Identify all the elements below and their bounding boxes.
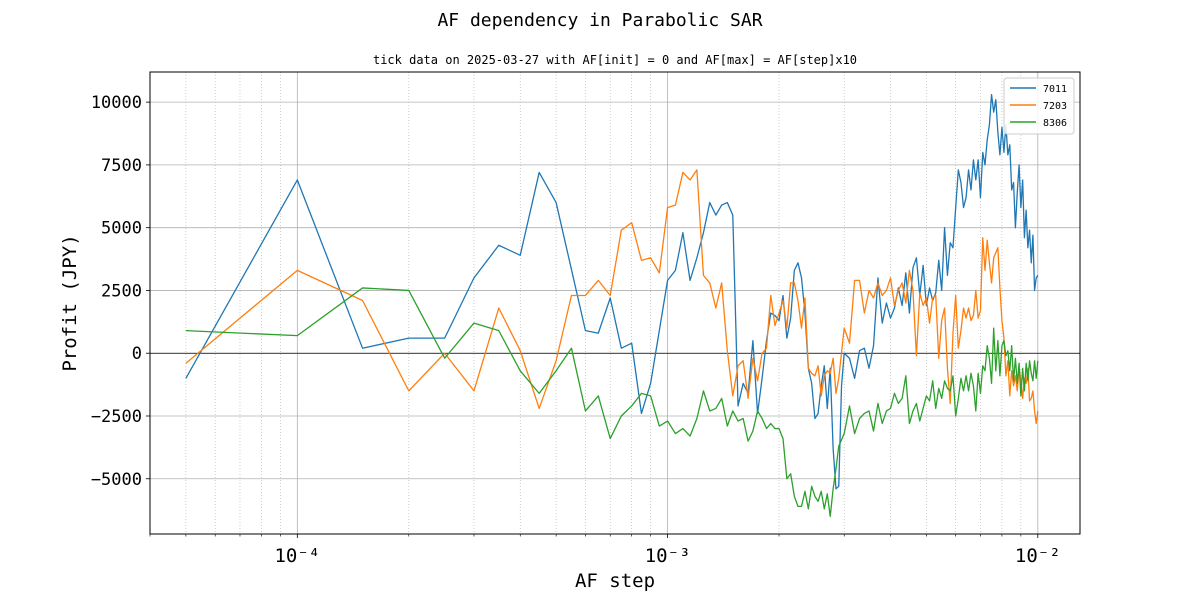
y-tick-label: −2500	[91, 407, 142, 427]
y-tick-label: 0	[132, 344, 142, 364]
y-axis-ticks: −5000 −2500 0 2500 5000 7500 10000	[91, 93, 150, 490]
legend: 7011 7203 8306	[1003, 77, 1075, 135]
legend-box	[1003, 77, 1075, 135]
x-tick-label: 10⁻³	[645, 545, 691, 567]
series-line-7011	[185, 93, 1039, 490]
chart-subtitle: tick data on 2025-03-27 with AF[init] = …	[373, 53, 857, 67]
legend-label-7011: 7011	[1043, 84, 1067, 95]
x-axis-ticks: 10⁻⁴ 10⁻³ 10⁻²	[149, 534, 1061, 567]
series-line-7203	[185, 169, 1039, 425]
plot-area: 10⁻⁴ 10⁻³ 10⁻² −5000 −2500 0 2500 5000 7500 1000…	[91, 71, 1081, 567]
x-tick-label: 10⁻⁴	[274, 545, 320, 567]
y-tick-label: 10000	[91, 93, 142, 113]
chart-title: AF dependency in Parabolic SAR	[437, 10, 762, 31]
y-tick-label: 7500	[101, 156, 142, 176]
y-tick-label: 2500	[101, 281, 142, 301]
legend-label-7203: 7203	[1043, 101, 1067, 112]
legend-label-8306: 8306	[1043, 118, 1067, 129]
y-axis-label: Profit (JPY)	[59, 234, 81, 371]
x-tick-label: 10⁻²	[1015, 545, 1061, 567]
y-tick-label: 5000	[101, 219, 142, 239]
axes-frame	[149, 71, 1081, 535]
minor-gridlines	[149, 72, 1022, 534]
series-line-8306	[185, 287, 1039, 518]
series-layer	[185, 93, 1039, 518]
x-axis-label: AF step	[575, 570, 655, 592]
y-tick-label: −5000	[91, 470, 142, 490]
